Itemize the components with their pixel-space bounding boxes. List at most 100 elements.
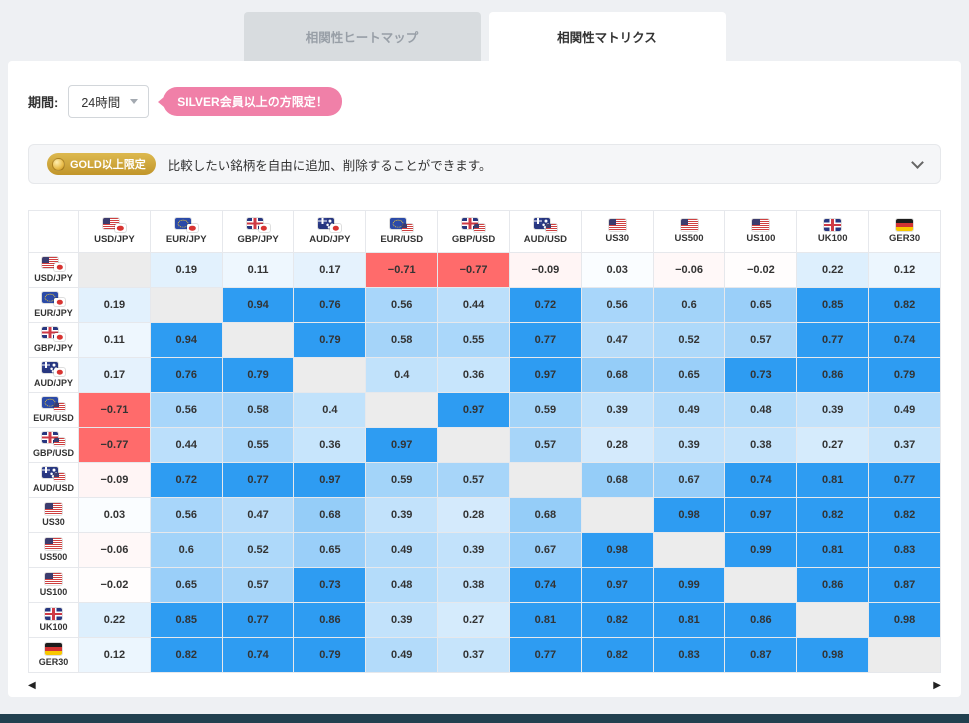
chevron-down-icon[interactable] <box>911 155 924 169</box>
tab-bar: 相関性ヒートマップ 相関性マトリクス <box>243 12 726 61</box>
correlation-cell-US500-GBP/USD: 0.39 <box>437 532 510 568</box>
table-row: AUD/JPY 0.17 0.76 0.79 0.4 0.36 0.97 0.68 0.65 0.… <box>28 357 941 393</box>
correlation-cell-US100-EUR/USD: 0.48 <box>365 567 439 603</box>
correlation-cell-GBP/USD-AUD/JPY: 0.36 <box>293 427 367 463</box>
correlation-cell-AUD/USD-GBP/USD: 0.57 <box>437 462 510 498</box>
period-dropdown[interactable]: 24時間 <box>68 85 150 118</box>
correlation-cell-EUR/USD-GBP/JPY: 0.58 <box>221 392 295 428</box>
correlation-cell-USD/JPY-GER30: 0.12 <box>868 252 941 288</box>
column-header-AUD/USD: AUD/USD <box>508 210 582 253</box>
flag-icons <box>42 292 65 306</box>
correlation-cell-AUD/USD-GER30: 0.77 <box>868 462 941 498</box>
gb-flag-icon <box>462 218 479 229</box>
corner-cell <box>28 210 79 253</box>
eu-flag-icon <box>390 218 407 229</box>
symbol-label: US30 <box>42 517 65 527</box>
correlation-cell-UK100-GER30: 0.98 <box>868 602 941 638</box>
us-flag-icon <box>45 573 62 585</box>
flag-icons <box>608 219 626 231</box>
eu-flag-icon <box>42 397 58 408</box>
correlation-cell-US30-USD/JPY: 0.03 <box>78 497 151 533</box>
gb-flag-icon <box>246 218 263 229</box>
correlation-cell-UK100-EUR/USD: 0.39 <box>365 602 439 638</box>
column-header-GBP/JPY: GBP/JPY <box>221 210 295 253</box>
correlation-cell-AUD/USD-US100: 0.74 <box>724 462 798 498</box>
correlation-cell-US500-US100: 0.99 <box>724 532 798 568</box>
table-row: USD/JPY 0.19 0.11 0.17 −0.71 −0.77 −0.09 0.03 −0… <box>28 252 941 288</box>
correlation-cell-USD/JPY-US100: −0.02 <box>724 252 798 288</box>
flag-icons <box>42 397 65 411</box>
tab-correlation-matrix[interactable]: 相関性マトリクス <box>488 12 726 61</box>
table-row: UK100 0.22 0.85 0.77 0.86 0.39 0.27 0.81 0.82 0.8… <box>28 602 941 638</box>
correlation-cell-EUR/JPY-UK100: 0.85 <box>796 287 870 323</box>
correlation-cell-US30-GBP/USD: 0.28 <box>437 497 510 533</box>
symbol-label: US500 <box>39 552 68 562</box>
gold-feature-banner[interactable]: GOLD以上限定 比較したい銘柄を自由に追加、削除することができます。 <box>28 144 941 184</box>
us-flag-icon <box>402 224 414 232</box>
correlation-cell-GER30-US30: 0.82 <box>580 637 654 673</box>
flag-icons <box>102 218 126 232</box>
column-header-GBP/USD: GBP/USD <box>437 210 510 253</box>
correlation-cell-AUD/USD-EUR/USD: 0.59 <box>365 462 439 498</box>
row-header-US500: US500 <box>28 532 79 568</box>
flag-icons <box>824 219 842 231</box>
correlation-cell-GER30-GBP/JPY: 0.74 <box>221 637 295 673</box>
footer-bar <box>0 714 969 723</box>
correlation-cell-US100-US100 <box>724 567 798 603</box>
correlation-cell-AUD/JPY-GER30: 0.79 <box>868 357 941 393</box>
correlation-cell-US500-EUR/JPY: 0.6 <box>149 532 223 568</box>
correlation-cell-US30-EUR/JPY: 0.56 <box>149 497 223 533</box>
correlation-cell-AUD/JPY-US500: 0.65 <box>652 357 726 393</box>
correlation-cell-GBP/USD-GER30: 0.37 <box>868 427 941 463</box>
scroll-left-icon[interactable]: ◀ <box>28 680 36 691</box>
row-header-AUD/JPY: AUD/JPY <box>28 357 79 393</box>
scroll-right-icon[interactable]: ▶ <box>933 680 941 691</box>
correlation-cell-AUD/JPY-AUD/JPY <box>293 357 367 393</box>
correlation-cell-US500-AUD/USD: 0.67 <box>508 532 582 568</box>
flag-icons <box>462 218 486 232</box>
column-header-US30: US30 <box>580 210 654 253</box>
au-flag-icon <box>318 218 335 229</box>
tab-correlation-heatmap[interactable]: 相関性ヒートマップ <box>243 12 481 61</box>
symbol-label: UK100 <box>39 622 68 632</box>
row-header-EUR/USD: EUR/USD <box>28 392 79 428</box>
correlation-cell-AUD/JPY-UK100: 0.86 <box>796 357 870 393</box>
gb-flag-icon <box>42 432 58 443</box>
correlation-cell-US500-GBP/JPY: 0.52 <box>221 532 295 568</box>
jp-flag-icon <box>54 263 65 271</box>
correlation-cell-GBP/JPY-AUD/USD: 0.77 <box>508 322 582 358</box>
de-flag-icon <box>45 643 62 655</box>
symbol-label: US500 <box>674 233 704 244</box>
symbol-label: USD/JPY <box>34 273 73 283</box>
correlation-cell-AUD/USD-AUD/JPY: 0.97 <box>293 462 367 498</box>
correlation-cell-EUR/JPY-EUR/USD: 0.56 <box>365 287 439 323</box>
table-row: GBP/JPY 0.11 0.94 0.79 0.58 0.55 0.77 0.47 0.52 0… <box>28 322 941 358</box>
symbol-label: AUD/USD <box>523 234 568 245</box>
eu-flag-icon <box>42 292 58 303</box>
correlation-cell-UK100-AUD/JPY: 0.86 <box>293 602 367 638</box>
us-flag-icon <box>102 218 119 229</box>
gold-badge: GOLD以上限定 <box>47 153 156 175</box>
controls-row: 期間: 24時間 SILVER会員以上の方限定！ <box>28 61 941 118</box>
table-row: AUD/USD −0.09 0.72 0.77 0.97 0.59 0.57 0.68 0.67… <box>28 462 941 498</box>
jp-flag-icon <box>114 224 126 232</box>
row-header-UK100: UK100 <box>28 602 79 638</box>
correlation-cell-GBP/JPY-US30: 0.47 <box>580 322 654 358</box>
correlation-cell-GBP/JPY-UK100: 0.77 <box>796 322 870 358</box>
correlation-cell-US30-GER30: 0.82 <box>868 497 941 533</box>
eu-flag-icon <box>174 218 191 229</box>
correlation-table: USD/JPY EUR/JPY GBP/JPY AUD/JPY EUR/USD GBP/U… <box>28 210 941 673</box>
correlation-cell-US100-GER30: 0.87 <box>868 567 941 603</box>
gb-flag-icon <box>42 327 58 338</box>
correlation-cell-EUR/JPY-AUD/JPY: 0.76 <box>293 287 367 323</box>
correlation-cell-GBP/JPY-GER30: 0.74 <box>868 322 941 358</box>
row-header-GBP/JPY: GBP/JPY <box>28 322 79 358</box>
flag-icons <box>42 257 65 271</box>
correlation-cell-USD/JPY-EUR/JPY: 0.19 <box>149 252 223 288</box>
us-flag-icon <box>45 503 62 515</box>
horizontal-scrollbar[interactable]: ◀ ▶ <box>28 681 941 691</box>
column-header-USD/JPY: USD/JPY <box>78 210 151 253</box>
row-header-USD/JPY: USD/JPY <box>28 252 79 288</box>
correlation-cell-US100-GBP/USD: 0.38 <box>437 567 510 603</box>
flag-icons <box>42 467 65 481</box>
